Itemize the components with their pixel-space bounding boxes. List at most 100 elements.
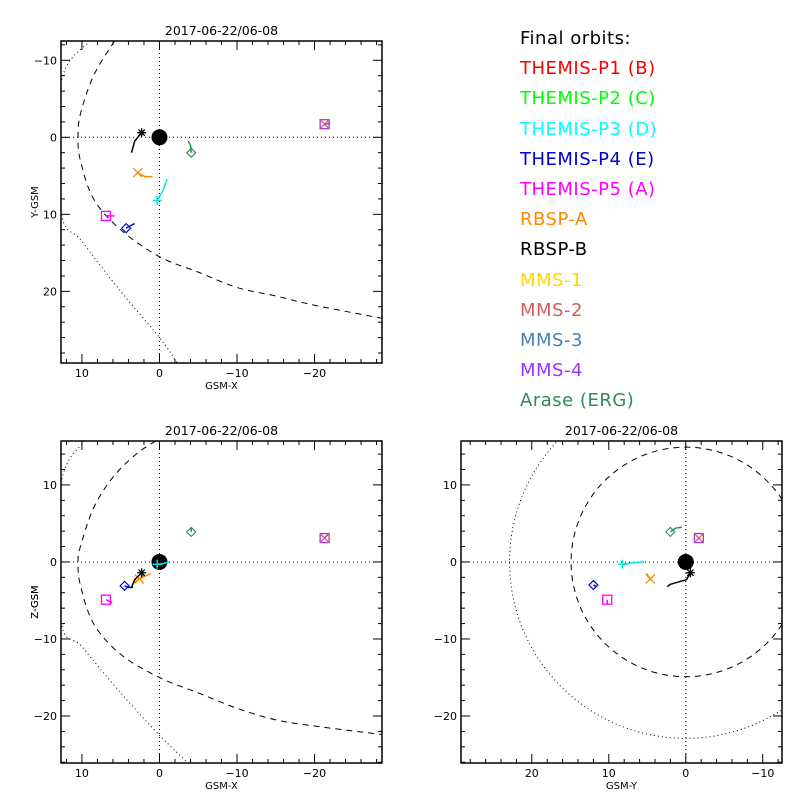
orbit-track xyxy=(125,222,135,229)
y-tick-label: −10 xyxy=(34,633,57,646)
y-tick-label: 0 xyxy=(50,556,57,569)
x-tick-label: −10 xyxy=(225,767,248,780)
orbit-track xyxy=(187,140,193,153)
spacecraft-rbsp-b xyxy=(666,568,695,588)
panel-xy: 2017-06-22/06-08 10 0 −10 −20 −10 0 10 20 GSM-X Y-… xyxy=(30,23,383,392)
panel-title: 2017-06-22/06-08 xyxy=(565,423,678,438)
spacecraft-marker xyxy=(119,580,130,592)
spacecraft-marker xyxy=(319,533,330,544)
y-axis-label: Z-GSM xyxy=(30,585,41,618)
spacecraft-marker xyxy=(693,532,705,544)
plot-frame xyxy=(60,40,383,364)
x-tick-label: −10 xyxy=(225,367,248,380)
legend: Final orbits: THEMIS-P1 (B) THEMIS-P2 (C… xyxy=(520,24,657,417)
legend-entry: THEMIS-P3 (D) xyxy=(520,118,658,140)
x-tick-label: −10 xyxy=(751,767,774,780)
y-tick-label: −20 xyxy=(34,710,57,723)
spacecraft-themis-p3-d xyxy=(618,559,645,569)
legend-entry: THEMIS-P2 (C) xyxy=(520,88,656,110)
y-tick-label: 20 xyxy=(43,285,57,298)
bow-shock-line xyxy=(509,441,782,739)
earth-marker xyxy=(151,129,168,146)
spacecraft-marker xyxy=(120,222,132,234)
legend-entry: THEMIS-P1 (B) xyxy=(520,58,656,80)
spacecraft-marker xyxy=(319,532,330,544)
x-tick-label: 0 xyxy=(156,767,163,780)
spacecraft-rbsp-b xyxy=(130,568,147,588)
y-tick-label: 10 xyxy=(443,479,457,492)
spacecraft-marker xyxy=(152,559,162,569)
spacecraft-marker xyxy=(685,568,695,578)
spacecraft-mms-2 xyxy=(319,119,330,130)
spacecraft-marker xyxy=(693,533,704,544)
spacecraft-marker xyxy=(665,526,676,538)
panel-title: 2017-06-22/06-08 xyxy=(165,23,278,38)
panel-xz: 2017-06-22/06-08 10 0 −10 −20 10 0 −10 −20 GSM-X Z… xyxy=(30,423,383,792)
orbit-track xyxy=(105,599,113,604)
y-tick-label: 10 xyxy=(43,479,57,492)
spacecraft-mms-4 xyxy=(693,532,705,544)
legend-entry: MMS-2 xyxy=(520,299,583,321)
spacecraft-marker xyxy=(602,594,613,605)
bow-shock-line xyxy=(61,441,189,763)
spacecraft-marker xyxy=(152,195,162,205)
spacecraft-arase-erg xyxy=(665,526,683,538)
legend-entry: Arase (ERG) xyxy=(520,390,635,412)
earth-marker xyxy=(677,553,694,570)
x-axis-label: GSM-X xyxy=(205,381,238,392)
spacecraft-marker xyxy=(618,559,628,569)
x-tick-label: −20 xyxy=(303,767,326,780)
spacecraft-mms-2 xyxy=(319,533,330,544)
spacecraft-marker xyxy=(100,210,112,222)
spacecraft-marker xyxy=(319,119,330,130)
legend-entry: MMS-1 xyxy=(520,269,583,291)
x-tick-label: −20 xyxy=(303,367,326,380)
legend-title: Final orbits: xyxy=(520,28,632,49)
magnetopause-line xyxy=(77,441,382,735)
x-tick-label: 0 xyxy=(682,767,689,780)
spacecraft-themis-p5-a xyxy=(100,594,113,605)
x-axis-label: GSM-X xyxy=(205,781,238,792)
spacecraft-themis-p5-a xyxy=(602,594,613,605)
spacecraft-themis-p5-a xyxy=(100,210,115,222)
x-tick-label: 0 xyxy=(156,367,163,380)
x-axis-label: GSM-Y xyxy=(606,781,638,792)
magnetopause-line xyxy=(570,446,782,678)
spacecraft-marker xyxy=(645,573,656,584)
orbit-track xyxy=(669,526,683,533)
spacecraft-marker xyxy=(319,119,330,130)
legend-entry: MMS-3 xyxy=(520,330,583,352)
y-tick-label: 0 xyxy=(450,556,457,569)
panel-title: 2017-06-22/06-08 xyxy=(165,423,278,438)
spacecraft-marker xyxy=(134,573,145,584)
earth-marker xyxy=(151,553,168,570)
panel-yz: 2017-06-22/06-08 20 10 0 −10 10 0 −10 −20 GSM-Y Z-… xyxy=(30,423,783,792)
spacecraft-arase-erg xyxy=(185,526,197,538)
spacecraft-rbsp-b xyxy=(130,128,147,153)
legend-entry: MMS-4 xyxy=(520,360,583,382)
y-axis-label: Y-GSM xyxy=(30,186,41,219)
y-tick-label: −10 xyxy=(434,633,457,646)
spacecraft-themis-p3-d xyxy=(152,178,168,205)
spacecraft-mms-2 xyxy=(693,533,704,544)
spacecraft-themis-p4-e xyxy=(588,579,599,591)
spacecraft-marker xyxy=(100,594,112,605)
y-axis-label: Z-GSM xyxy=(30,585,41,618)
spacecraft-rbsp-a xyxy=(645,573,656,584)
y-tick-label: 0 xyxy=(50,131,57,144)
orbit-track xyxy=(156,178,168,201)
spacecraft-marker xyxy=(185,526,197,538)
spacecraft-themis-p3-d xyxy=(152,559,169,569)
x-tick-label: 10 xyxy=(75,767,89,780)
orbit-track xyxy=(666,572,692,588)
x-tick-label: 10 xyxy=(602,767,616,780)
spacecraft-arase-erg xyxy=(185,140,197,158)
y-tick-label: 10 xyxy=(43,208,57,221)
legend-entry: RBSP-A xyxy=(520,209,588,231)
spacecraft-rbsp-a xyxy=(132,167,153,178)
spacecraft-marker xyxy=(137,128,147,138)
spacecraft-themis-p4-e xyxy=(120,222,135,234)
y-tick-label: −20 xyxy=(434,710,457,723)
x-tick-label: 10 xyxy=(75,367,89,380)
legend-entry: RBSP-B xyxy=(520,239,588,261)
